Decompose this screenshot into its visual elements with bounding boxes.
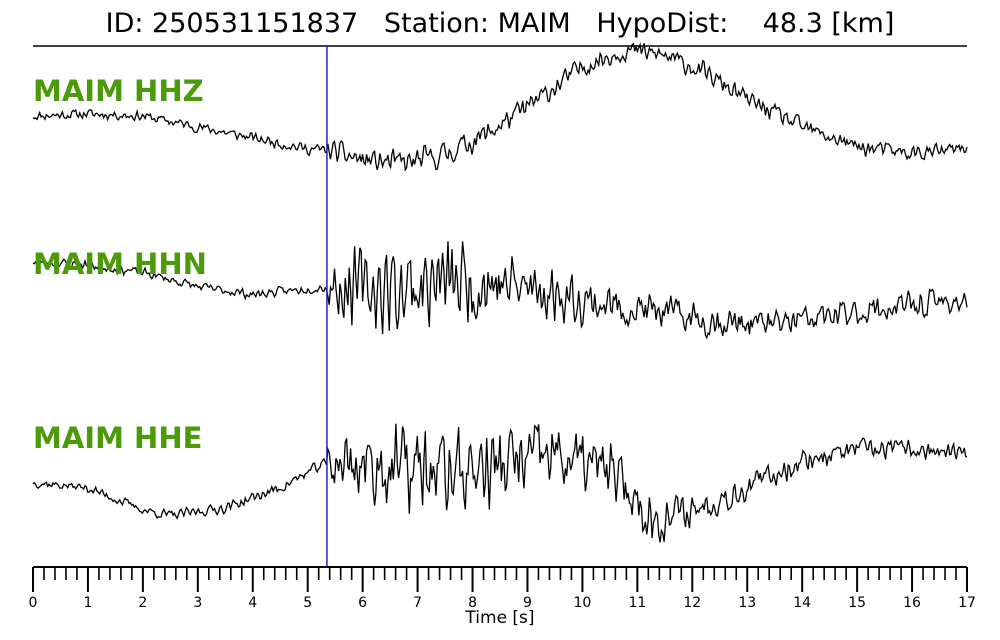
x-axis-label: Time [s] xyxy=(464,608,534,628)
x-tick-label: 0 xyxy=(29,595,38,611)
channel-labels-group: MAIM HHZ MAIM HHN MAIM HHE xyxy=(33,74,207,455)
trace-maim-hhe xyxy=(32,423,967,543)
x-tick-label: 16 xyxy=(903,595,921,611)
x-tick-label: 5 xyxy=(303,595,312,611)
x-tick-label: 17 xyxy=(958,595,976,611)
plot-title: ID: 250531151837 Station: MAIM HypoDist:… xyxy=(105,8,895,39)
x-tick-label: 4 xyxy=(248,595,257,611)
x-tick-label: 15 xyxy=(848,595,866,611)
x-tick-label: 9 xyxy=(523,595,532,611)
channel-label: MAIM HHN xyxy=(33,247,207,281)
trace-maim-hhn xyxy=(32,241,968,340)
x-tick-label: 10 xyxy=(573,595,591,611)
x-tick-label: 11 xyxy=(628,595,646,611)
trace-maim-hhz xyxy=(32,42,968,172)
x-tick-label: 2 xyxy=(138,595,147,611)
x-tick-label: 13 xyxy=(738,595,756,611)
x-tick-label: 8 xyxy=(468,595,477,611)
channel-label: MAIM HHZ xyxy=(33,74,204,108)
x-tick-label: 14 xyxy=(793,595,811,611)
x-tick-label: 7 xyxy=(413,595,422,611)
x-axis: 0 1 2 3 4 5 6 7 8 9 10 11 12 13 14 15 16 17 xyxy=(29,566,976,611)
x-tick-label: 1 xyxy=(83,595,92,611)
x-tick-label: 12 xyxy=(683,595,701,611)
traces-group xyxy=(32,42,968,543)
x-tick-label: 3 xyxy=(193,595,202,611)
x-tick-label: 6 xyxy=(358,595,367,611)
channel-label: MAIM HHE xyxy=(33,421,202,455)
